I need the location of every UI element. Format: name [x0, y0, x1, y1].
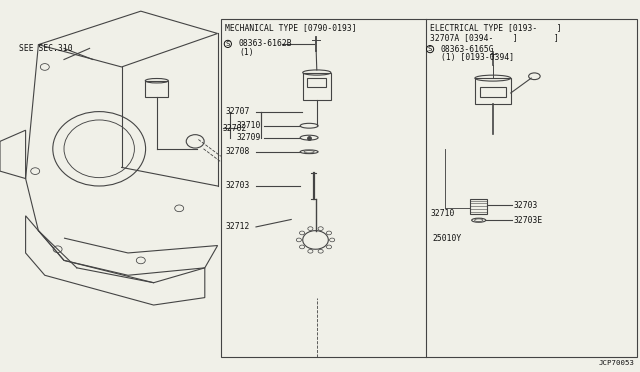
Text: 32708: 32708 — [225, 147, 250, 156]
Text: ]: ] — [554, 33, 559, 42]
Bar — [303, 73, 331, 100]
Bar — [480, 87, 506, 97]
Text: (1): (1) — [239, 48, 254, 57]
Text: 32703: 32703 — [513, 201, 538, 210]
Text: 08363-6165G: 08363-6165G — [440, 45, 494, 54]
Text: 32702: 32702 — [223, 124, 247, 133]
Text: 32709: 32709 — [237, 133, 261, 142]
Bar — [145, 81, 168, 97]
Text: 32710: 32710 — [237, 121, 261, 130]
Text: 32712: 32712 — [225, 222, 250, 231]
Bar — [475, 78, 511, 104]
Text: MECHANICAL TYPE [0790-0193]: MECHANICAL TYPE [0790-0193] — [225, 23, 357, 32]
Text: 25010Y: 25010Y — [432, 234, 461, 243]
Bar — [307, 78, 326, 87]
Text: S: S — [225, 41, 230, 47]
Text: 32707: 32707 — [225, 107, 250, 116]
Text: 08363-6162B: 08363-6162B — [239, 39, 292, 48]
Text: JCP70053: JCP70053 — [599, 360, 635, 366]
Text: 32707A [0394-    ]: 32707A [0394- ] — [430, 33, 518, 42]
Text: S: S — [428, 46, 433, 52]
Bar — [221, 19, 637, 357]
Text: ELECTRICAL TYPE [0193-    ]: ELECTRICAL TYPE [0193- ] — [430, 23, 562, 32]
Text: 32710: 32710 — [430, 209, 454, 218]
Text: 32703: 32703 — [225, 182, 250, 190]
Text: (1) [0193-0394]: (1) [0193-0394] — [441, 53, 514, 62]
Bar — [470, 199, 487, 214]
Text: SEE SEC.310: SEE SEC.310 — [19, 44, 73, 53]
Text: 32703E: 32703E — [513, 216, 543, 225]
